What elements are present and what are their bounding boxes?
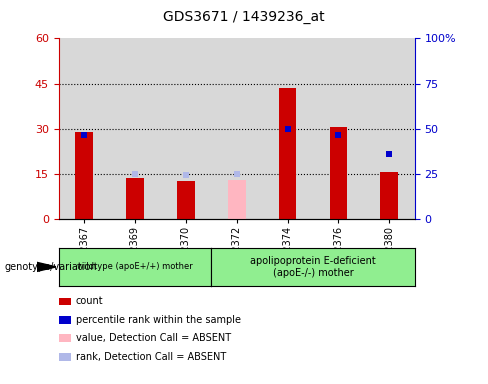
Bar xyxy=(381,172,398,219)
Text: rank, Detection Call = ABSENT: rank, Detection Call = ABSENT xyxy=(76,352,226,362)
Text: count: count xyxy=(76,296,103,306)
Text: genotype/variation: genotype/variation xyxy=(5,262,98,272)
Text: apolipoprotein E-deficient
(apoE-/-) mother: apolipoprotein E-deficient (apoE-/-) mot… xyxy=(250,256,376,278)
Bar xyxy=(228,180,245,219)
Text: percentile rank within the sample: percentile rank within the sample xyxy=(76,315,241,325)
Bar xyxy=(329,127,347,219)
Text: GDS3671 / 1439236_at: GDS3671 / 1439236_at xyxy=(163,10,325,23)
Bar xyxy=(126,178,144,219)
Bar xyxy=(177,181,195,219)
Bar xyxy=(279,88,297,219)
Bar xyxy=(75,132,93,219)
Text: value, Detection Call = ABSENT: value, Detection Call = ABSENT xyxy=(76,333,231,343)
Text: wildtype (apoE+/+) mother: wildtype (apoE+/+) mother xyxy=(77,262,193,271)
Polygon shape xyxy=(37,262,56,271)
